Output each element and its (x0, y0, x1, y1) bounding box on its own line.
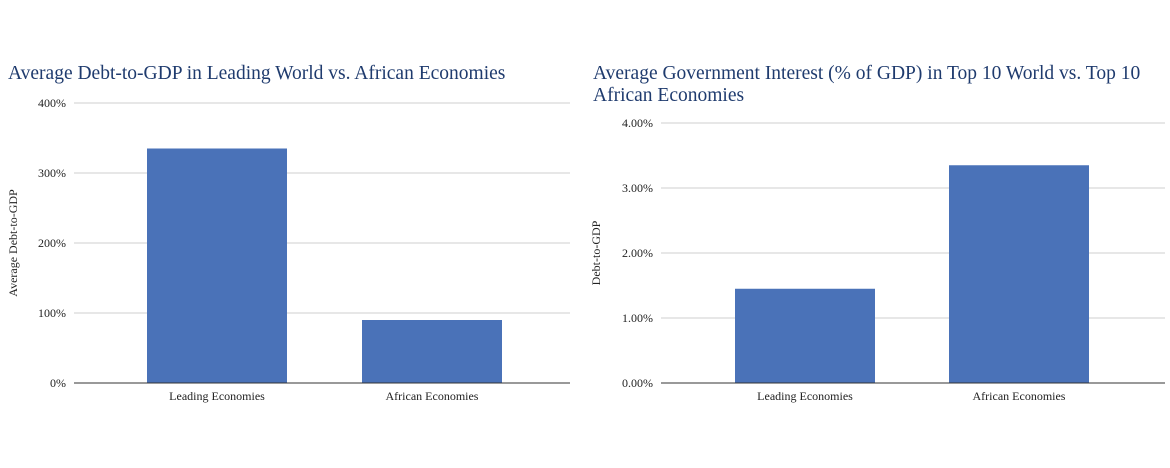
x-category-label: Leading Economies (169, 389, 265, 403)
bar (362, 320, 502, 383)
bar (147, 148, 287, 383)
y-tick-label: 0.00% (622, 376, 653, 390)
bar-chart-debt-to-gdp: 0% 100% 200% 300% 400% Leading Economies Afric… (6, 96, 570, 403)
x-category-label: African Economies (386, 389, 479, 403)
y-tick-label: 2.00% (622, 246, 653, 260)
chart-title: Average Government Interest (% of GDP) i… (593, 63, 1141, 106)
chart-panel-government-interest: Average Government Interest (% of GDP) i… (585, 0, 1170, 468)
y-tick-label: 200% (38, 236, 66, 250)
y-tick-label: 1.00% (622, 311, 653, 325)
chart-title: Average Debt-to-GDP in Leading World vs.… (8, 63, 506, 84)
y-tick-label: 400% (38, 96, 66, 110)
x-category-label: Leading Economies (757, 389, 853, 403)
y-tick-label: 3.00% (622, 181, 653, 195)
y-tick-label: 0% (50, 376, 66, 390)
y-tick-label: 100% (38, 306, 66, 320)
bar (949, 165, 1089, 383)
y-tick-label: 300% (38, 166, 66, 180)
chart-panel-debt-to-gdp: Average Debt-to-GDP in Leading World vs.… (6, 63, 570, 403)
y-axis-title: Debt-to-GDP (589, 220, 603, 285)
y-axis-title: Average Debt-to-GDP (6, 189, 20, 297)
bar-chart-government-interest: 0.00% 1.00% 2.00% 3.00% 4.00% Leading Economi… (589, 116, 1165, 403)
y-tick-label: 4.00% (622, 116, 653, 130)
bar (735, 288, 875, 383)
x-category-label: African Economies (973, 389, 1066, 403)
